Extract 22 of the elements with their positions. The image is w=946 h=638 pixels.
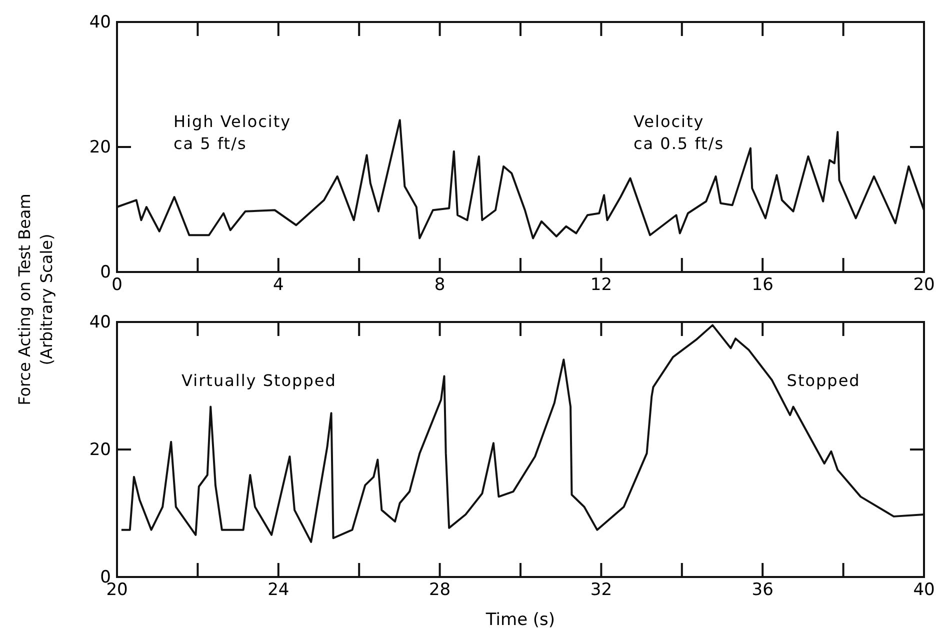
annotation: Virtually Stopped <box>182 370 336 390</box>
x-tick-label: 28 <box>428 580 451 600</box>
y-tick-label: 0 <box>100 262 111 282</box>
annotation: Velocity ca 0.5 ft/s <box>633 112 724 153</box>
y-axis-title: Force Acting on Test Beam (Arbitrary Scale) <box>15 194 56 406</box>
line-series <box>120 324 925 543</box>
y-tick-label: 40 <box>89 312 111 332</box>
x-tick-label: 4 <box>272 275 284 296</box>
x-tick-label: 36 <box>752 580 774 600</box>
y-tick-label: 20 <box>89 137 111 158</box>
x-tick-label: 16 <box>752 275 774 296</box>
x-tick-label: 40 <box>913 580 935 600</box>
x-tick-label: 12 <box>590 275 612 296</box>
x-tick-label: 20 <box>913 275 935 296</box>
annotation: High Velocity ca 5 ft/s <box>173 112 292 153</box>
x-axis-title: Time (s) <box>484 610 556 630</box>
y-tick-label: 40 <box>89 12 111 32</box>
y-tick-label: 20 <box>89 440 111 460</box>
x-tick-label: 32 <box>590 580 612 600</box>
x-tick-label: 8 <box>434 275 446 296</box>
annotation: Stopped <box>786 370 860 390</box>
x-tick-label: 24 <box>268 580 290 600</box>
